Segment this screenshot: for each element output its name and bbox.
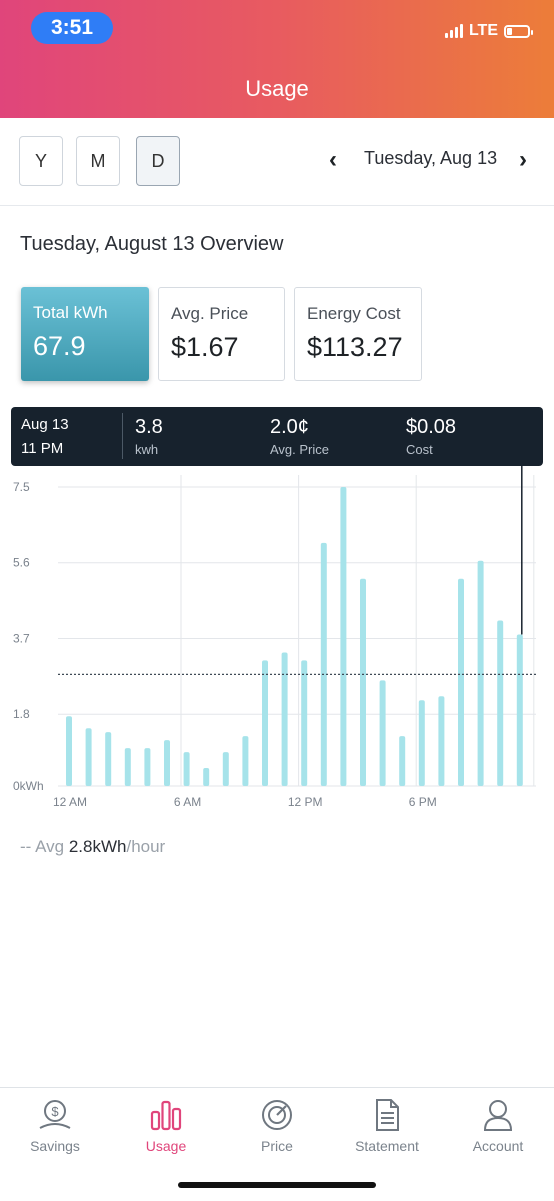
x-tick-label: 6 PM — [409, 795, 437, 809]
bar-hour-13 — [320, 542, 327, 786]
price-icon — [262, 1100, 292, 1130]
tooltip-cost-value: $0.08 — [406, 416, 457, 438]
bar-hour-3 — [124, 748, 131, 786]
bar-hour-0 — [66, 716, 72, 786]
overview-title: Tuesday, August 13 Overview — [20, 233, 284, 255]
bar-hour-2 — [105, 732, 112, 786]
card-avg-price[interactable]: Avg. Price $1.67 — [158, 287, 285, 381]
x-tick-label: 6 AM — [174, 795, 201, 809]
card-energy-cost[interactable]: Energy Cost $113.27 — [294, 287, 422, 381]
battery-icon — [504, 24, 533, 38]
y-tick-label: 0kWh — [13, 779, 44, 793]
bar-hour-4 — [144, 748, 151, 786]
tooltip-price-value: 2.0¢ — [270, 416, 309, 438]
bar-hour-1 — [85, 728, 92, 786]
bar-hour-7 — [203, 768, 210, 786]
bar-hour-17 — [399, 736, 406, 786]
tooltip-separator — [122, 413, 123, 459]
card-value: 67.9 — [33, 331, 86, 361]
bar-hour-11 — [281, 652, 288, 786]
bar-hour-20 — [458, 578, 464, 786]
card-value: $1.67 — [171, 332, 239, 362]
tab-price[interactable]: Price — [222, 1098, 332, 1154]
signal-icon — [444, 24, 463, 38]
x-tick-label: 12 PM — [288, 795, 323, 809]
status-time: 3:51 — [31, 12, 113, 44]
chart-tooltip: Aug 13 11 PM 3.8 kwh 2.0¢ Avg. Price $0.… — [11, 407, 543, 466]
divider — [0, 205, 554, 206]
bar-hour-19 — [438, 696, 445, 786]
bar-hour-14 — [340, 487, 347, 786]
bar-hour-22 — [497, 620, 504, 786]
card-total-kwh[interactable]: Total kWh 67.9 — [21, 287, 149, 381]
bar-hour-9 — [242, 736, 249, 786]
tooltip-cost-label: Cost — [406, 442, 433, 457]
card-value: $113.27 — [307, 332, 403, 362]
average-value: 2.8kWh — [68, 837, 127, 856]
tooltip-price-label: Avg. Price — [270, 442, 330, 457]
account-icon — [483, 1100, 513, 1131]
x-tick-label: 12 AM — [53, 795, 87, 809]
bar-hour-12 — [301, 660, 308, 786]
period-year-button[interactable]: Y — [19, 136, 63, 186]
tab-label: Usage — [145, 1138, 187, 1154]
svg-text:$: $ — [51, 1104, 59, 1119]
usage-icon — [150, 1100, 182, 1131]
bar-hour-5 — [164, 740, 170, 786]
tooltip-hour: 11 PM — [21, 440, 64, 457]
bar-hour-16 — [379, 680, 386, 786]
status-indicators: LTE — [444, 22, 533, 40]
bar-hour-18 — [418, 700, 425, 786]
usage-bar-chart[interactable]: 7.5 5.6 3.7 1.8 0kWh 12 AM 6 AM 12 PM 6 PM — [0, 466, 554, 816]
tab-label: Price — [261, 1138, 293, 1154]
tab-label: Account — [472, 1138, 524, 1154]
card-label: Energy Cost — [307, 304, 401, 323]
tab-statement[interactable]: Statement — [332, 1098, 442, 1154]
tab-label: Statement — [355, 1138, 419, 1154]
tooltip-kwh-value: 3.8 — [135, 416, 163, 438]
app-header: 3:51 LTE Usage — [0, 0, 554, 118]
bar-hour-6 — [183, 752, 190, 786]
savings-icon: $ — [39, 1100, 71, 1129]
tab-account[interactable]: Account — [443, 1098, 553, 1154]
average-prefix: -- Avg — [20, 837, 65, 856]
average-summary: -- Avg 2.8kWh/hour — [20, 837, 165, 857]
tab-usage[interactable]: Usage — [111, 1098, 221, 1154]
period-day-button[interactable]: D — [136, 136, 180, 186]
page-title: Usage — [245, 76, 309, 101]
statement-icon — [376, 1099, 399, 1131]
y-tick-label: 5.6 — [13, 556, 30, 570]
period-month-button[interactable]: M — [76, 136, 120, 186]
tooltip-date: Aug 13 — [21, 416, 69, 433]
tooltip-kwh-label: kwh — [135, 442, 159, 457]
bar-hour-23 — [516, 634, 523, 786]
bar-hour-10 — [262, 660, 268, 786]
next-day-chevron-icon[interactable]: › — [519, 146, 527, 173]
y-tick-label: 7.5 — [13, 480, 30, 494]
bar-hour-8 — [222, 752, 229, 786]
bar-hour-15 — [360, 578, 366, 786]
tab-label: Savings — [30, 1138, 80, 1154]
y-tick-label: 3.7 — [13, 631, 30, 645]
current-date-label: Tuesday, Aug 13 — [364, 148, 498, 168]
y-tick-label: 1.8 — [13, 707, 30, 721]
card-label: Total kWh — [33, 303, 108, 322]
average-suffix: /hour — [126, 837, 166, 856]
network-type: LTE — [468, 22, 498, 39]
card-label: Avg. Price — [171, 304, 249, 323]
tab-savings[interactable]: $ Savings — [0, 1098, 110, 1154]
bar-hour-21 — [477, 560, 484, 786]
previous-day-chevron-icon[interactable]: ‹ — [329, 146, 337, 173]
home-indicator — [178, 1182, 376, 1188]
